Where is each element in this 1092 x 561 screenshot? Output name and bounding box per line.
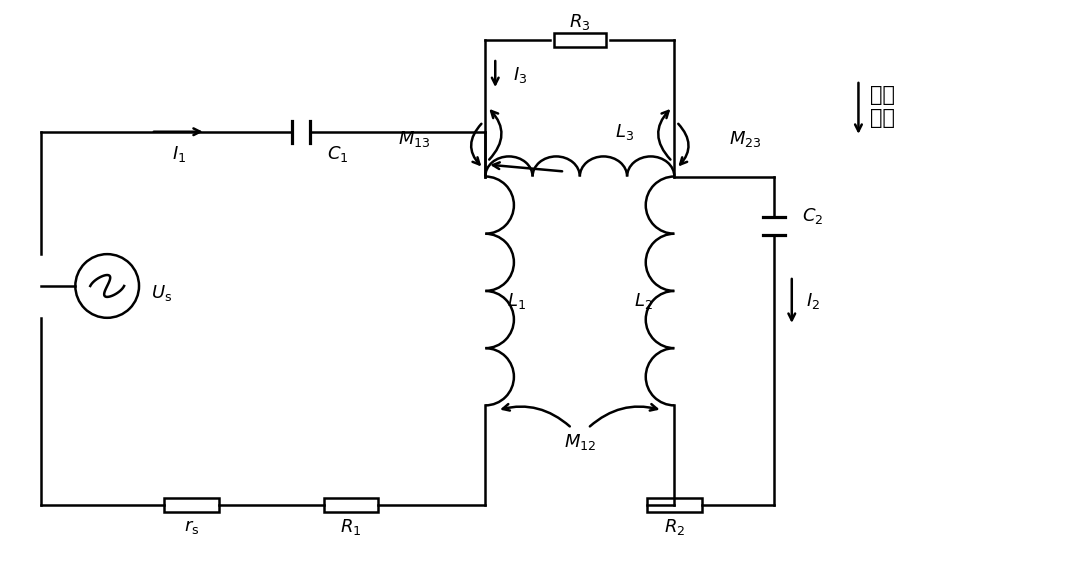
Text: $L_3$: $L_3$ xyxy=(615,122,633,142)
Text: $M_{23}$: $M_{23}$ xyxy=(729,128,761,149)
Text: $U_{\mathrm{s}}$: $U_{\mathrm{s}}$ xyxy=(151,283,173,303)
Bar xyxy=(554,33,606,47)
Text: $C_1$: $C_1$ xyxy=(328,144,348,164)
Text: 金属
异物: 金属 异物 xyxy=(870,85,895,128)
Text: $R_2$: $R_2$ xyxy=(664,517,685,537)
Bar xyxy=(646,498,702,512)
Bar xyxy=(323,498,378,512)
Text: $R_3$: $R_3$ xyxy=(569,12,591,33)
Bar xyxy=(165,498,219,512)
Text: $L_1$: $L_1$ xyxy=(507,291,526,311)
Text: $r_{\mathrm{s}}$: $r_{\mathrm{s}}$ xyxy=(185,518,200,536)
Text: $L_2$: $L_2$ xyxy=(633,291,653,311)
Text: $I_3$: $I_3$ xyxy=(513,65,527,85)
Text: $M_{12}$: $M_{12}$ xyxy=(563,432,596,452)
Text: $C_2$: $C_2$ xyxy=(802,206,823,226)
Text: $I_2$: $I_2$ xyxy=(806,291,820,311)
Text: $R_1$: $R_1$ xyxy=(341,517,361,537)
Text: $M_{13}$: $M_{13}$ xyxy=(399,128,430,149)
Text: $I_1$: $I_1$ xyxy=(171,144,186,164)
